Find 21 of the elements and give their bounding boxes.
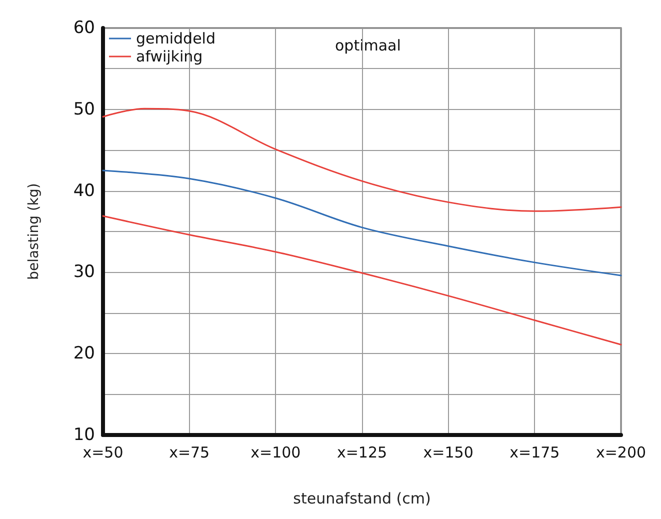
x-tick-label: x=100 bbox=[250, 444, 301, 462]
line-series bbox=[102, 170, 622, 276]
x-tick-label: x=200 bbox=[596, 444, 646, 462]
legend-label: gemiddeld bbox=[136, 30, 216, 48]
x-axis-title: steunafstand (cm) bbox=[293, 490, 431, 508]
x-tick-label: x=150 bbox=[423, 444, 474, 462]
y-tick-label: 30 bbox=[73, 262, 95, 282]
x-tick-label: x=175 bbox=[510, 444, 560, 462]
x-tick-label: x=50 bbox=[82, 444, 124, 462]
line-series bbox=[102, 215, 622, 346]
x-tick-label: x=75 bbox=[169, 444, 210, 462]
legend-label: afwijking bbox=[136, 48, 203, 66]
y-tick-label: 50 bbox=[73, 99, 95, 120]
y-tick-label: 10 bbox=[73, 425, 95, 445]
line-series bbox=[102, 108, 622, 212]
y-axis-title: belasting (kg) bbox=[26, 183, 42, 280]
y-tick-label: 40 bbox=[73, 180, 95, 201]
y-tick-label: 20 bbox=[73, 344, 95, 364]
y-tick-label: 60 bbox=[73, 18, 95, 38]
x-tick-label: x=125 bbox=[336, 444, 388, 462]
annotation: optimaal bbox=[335, 36, 401, 54]
